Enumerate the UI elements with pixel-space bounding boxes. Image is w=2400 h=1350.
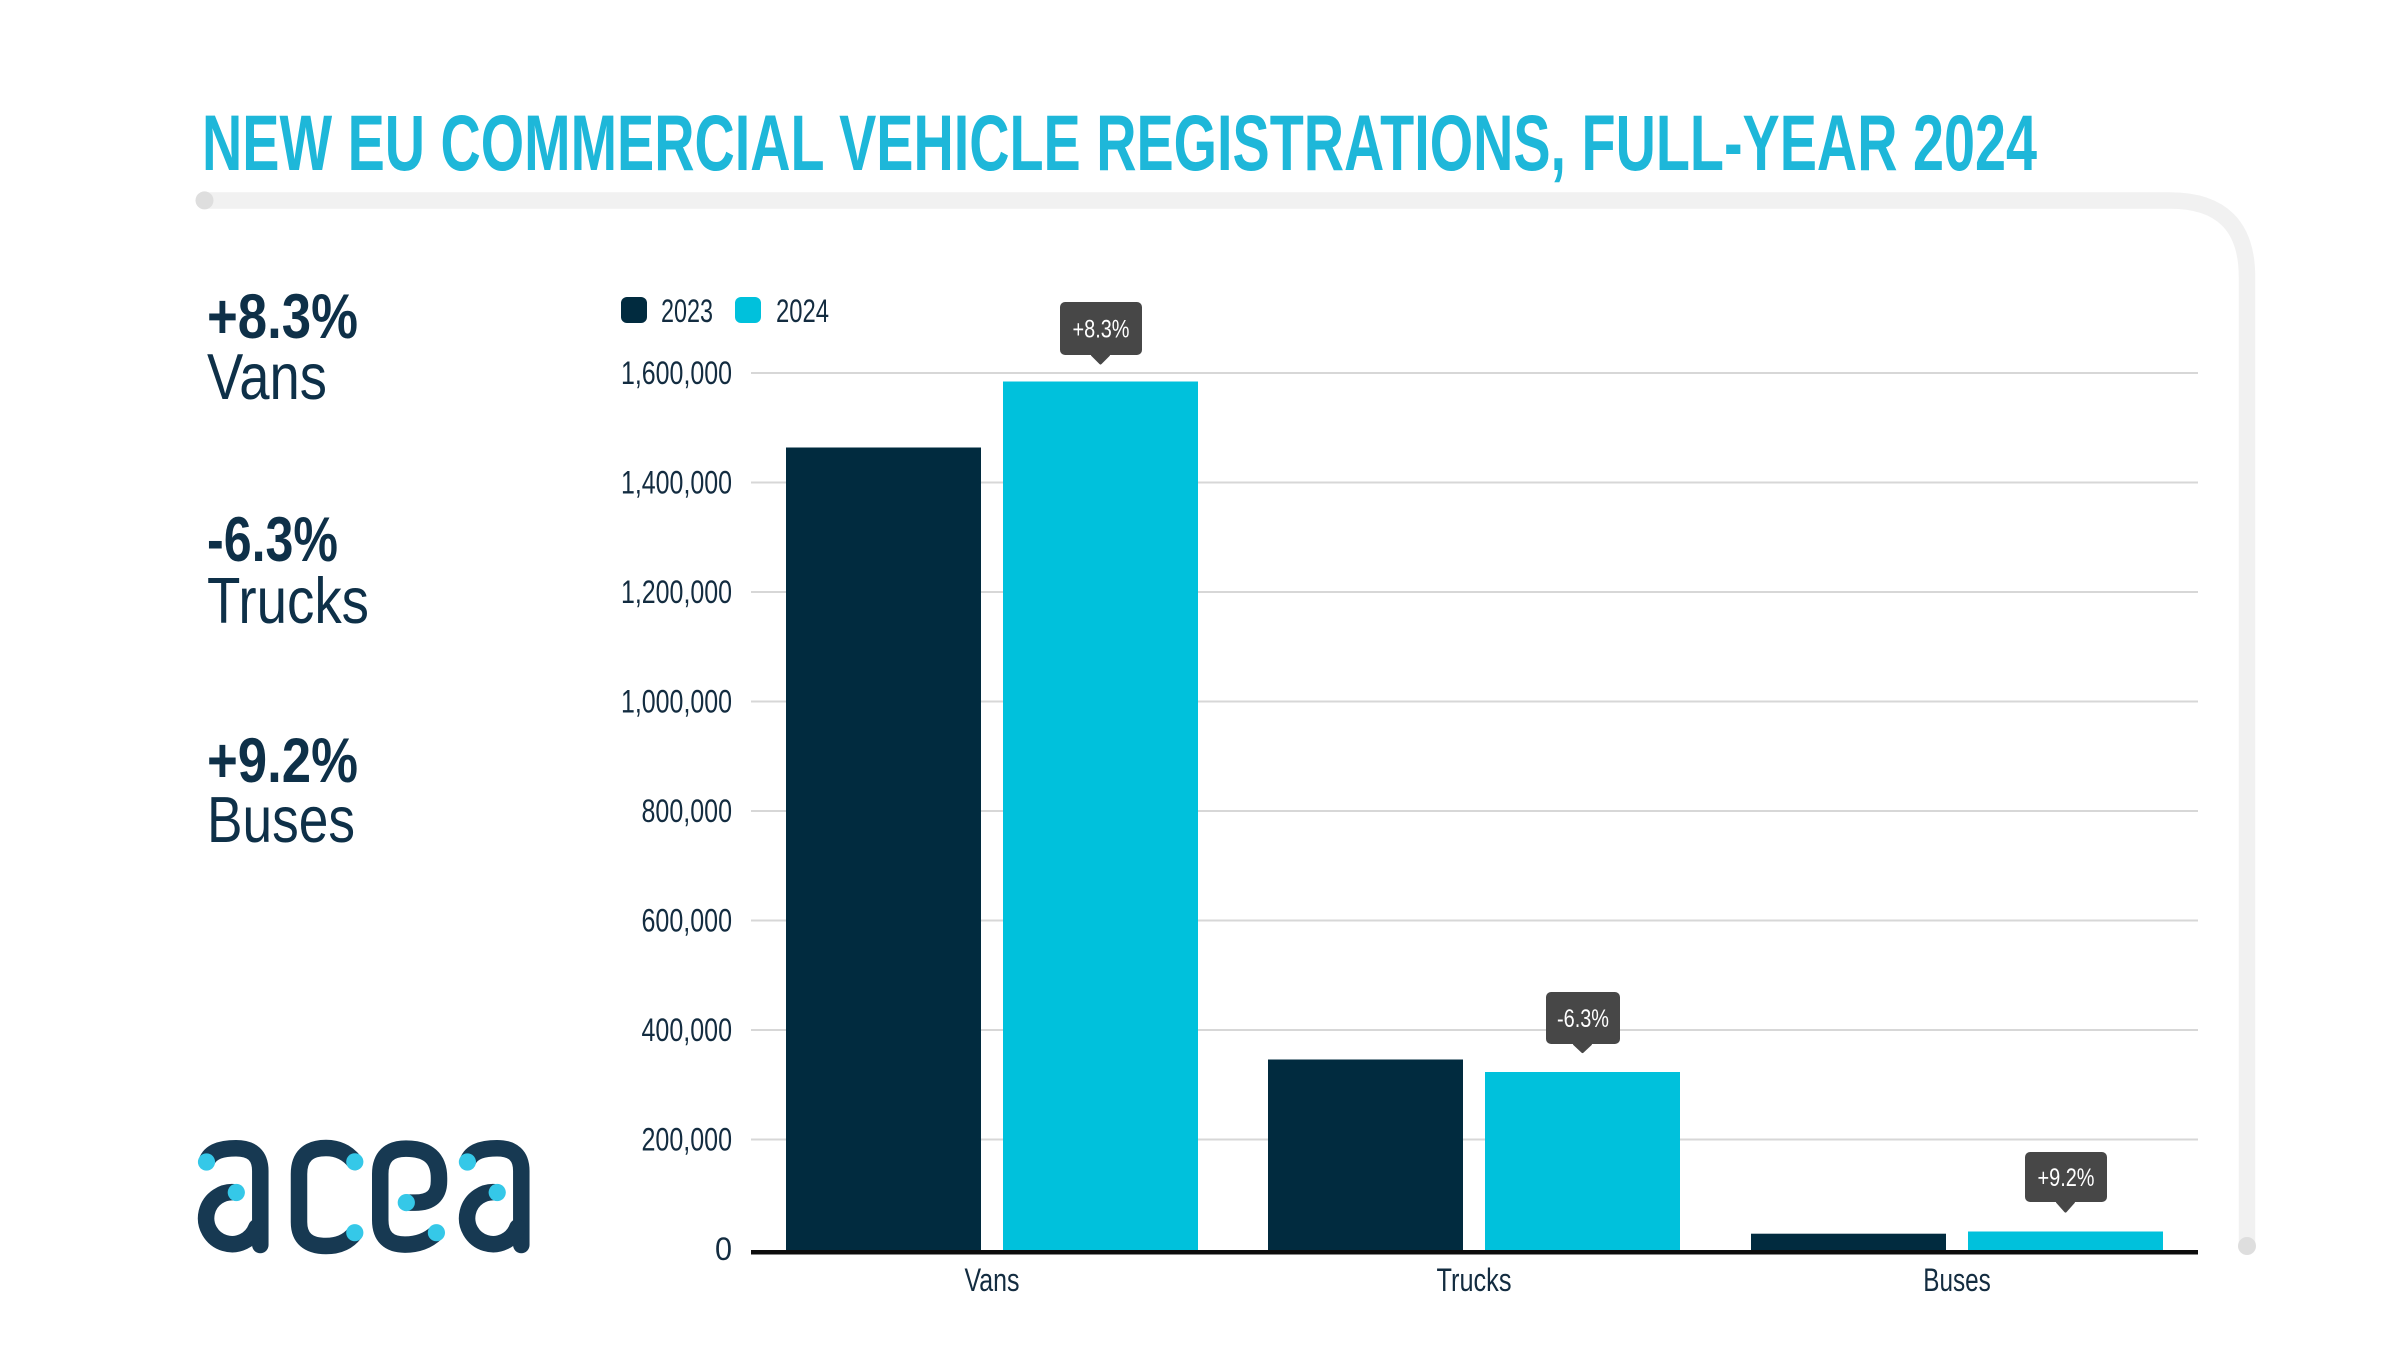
svg-text:Vans: Vans: [965, 1262, 1020, 1298]
svg-text:+8.3%: +8.3%: [207, 282, 358, 352]
svg-text:2024: 2024: [776, 293, 829, 329]
svg-text:-6.3%: -6.3%: [1557, 1005, 1609, 1033]
svg-text:1,600,000: 1,600,000: [621, 355, 732, 391]
svg-text:0: 0: [715, 1231, 732, 1267]
svg-text:+9.2%: +9.2%: [2038, 1164, 2095, 1192]
svg-text:Buses: Buses: [207, 783, 355, 856]
svg-text:-6.3%: -6.3%: [207, 505, 338, 575]
svg-text:Vans: Vans: [207, 340, 327, 413]
svg-text:400,000: 400,000: [642, 1012, 733, 1048]
svg-text:1,200,000: 1,200,000: [621, 574, 732, 610]
svg-text:2023: 2023: [661, 293, 713, 329]
svg-text:Trucks: Trucks: [207, 564, 369, 637]
svg-text:Trucks: Trucks: [1437, 1262, 1512, 1298]
svg-text:Buses: Buses: [1923, 1262, 1991, 1298]
svg-text:600,000: 600,000: [642, 903, 733, 939]
svg-text:1,400,000: 1,400,000: [621, 465, 732, 501]
svg-text:800,000: 800,000: [642, 793, 733, 829]
svg-text:NEW EU COMMERCIAL VEHICLE REGI: NEW EU COMMERCIAL VEHICLE REGISTRATIONS,…: [202, 98, 2037, 187]
svg-text:+9.2%: +9.2%: [207, 726, 358, 796]
svg-text:200,000: 200,000: [642, 1122, 733, 1158]
svg-text:+8.3%: +8.3%: [1073, 316, 1130, 344]
svg-text:1,000,000: 1,000,000: [621, 684, 732, 720]
